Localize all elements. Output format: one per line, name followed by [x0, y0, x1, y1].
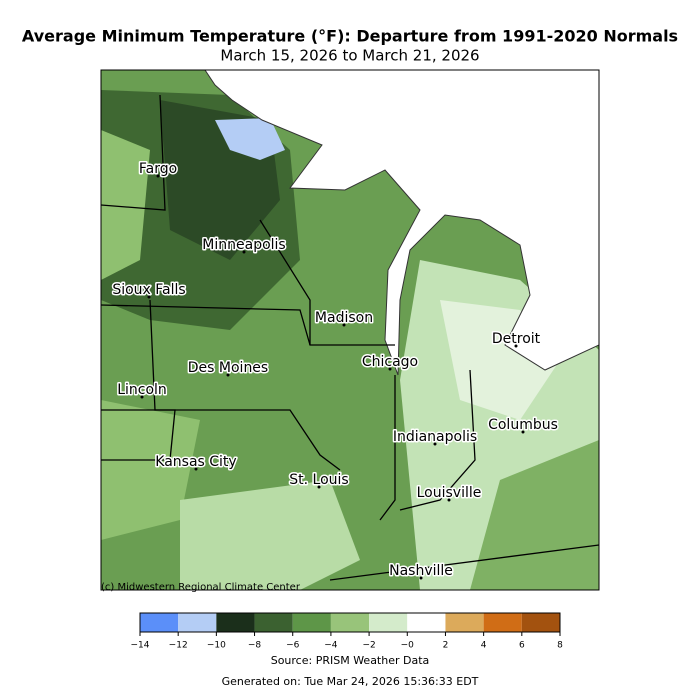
colorbar-tick-label: −12 — [169, 641, 188, 651]
city-dot — [317, 485, 321, 489]
colorbar-tick-label: −4 — [324, 641, 338, 651]
colorbar-tick-label: −10 — [207, 641, 226, 651]
colorbar-tick-label: 8 — [557, 641, 563, 651]
city-label: Fargo — [139, 161, 177, 177]
city-dot — [419, 576, 423, 580]
city-label: Columbus — [488, 417, 558, 433]
region — [470, 440, 599, 590]
city-dot — [388, 367, 392, 371]
colorbar-tick-label: −2 — [362, 641, 375, 651]
colorbar-tick-label: −14 — [131, 641, 150, 651]
state-border — [379, 375, 396, 521]
city-dot — [521, 430, 525, 434]
title: Average Minimum Temperature (°F): Depart… — [22, 27, 678, 46]
colorbar-bin — [330, 613, 370, 632]
colorbar-frame — [139, 612, 561, 633]
city-dot — [147, 295, 151, 299]
colorbar-bin — [140, 613, 179, 632]
colorbar-tick-label: 6 — [519, 641, 525, 651]
state-border — [101, 409, 341, 471]
city-dot — [156, 174, 160, 178]
city-label: Chicago — [362, 354, 418, 370]
colorbar-tick-label: −8 — [248, 641, 262, 651]
city-dot — [140, 395, 144, 399]
city-label: Kansas City — [155, 454, 236, 470]
region — [215, 118, 285, 160]
subtitle: March 15, 2026 to March 21, 2026 — [220, 47, 479, 65]
city-label: Detroit — [492, 331, 541, 347]
city-dot — [194, 467, 198, 471]
state-border — [101, 94, 166, 211]
state-border — [259, 219, 311, 345]
lakes-and-canada — [204, 70, 599, 376]
generated: Generated on: Tue Mar 24, 2026 15:36:33 … — [222, 675, 479, 688]
colorbar-tick-label: −6 — [286, 641, 300, 651]
colorbar-bin — [178, 613, 217, 632]
city-label: Madison — [315, 310, 373, 326]
state-border — [399, 369, 476, 511]
colorbar-bin — [254, 613, 293, 632]
city-dot — [433, 442, 437, 446]
region — [101, 400, 200, 540]
city-dot — [342, 323, 346, 327]
city-label: St. Louis — [289, 472, 348, 488]
city-label: Minneapolis — [202, 237, 285, 253]
city-label: Sioux Falls — [112, 282, 185, 298]
city-label: Louisville — [417, 485, 482, 501]
colorbar-tick-label: 2 — [443, 641, 449, 651]
city-label: Nashville — [389, 563, 453, 579]
colorbar-bin — [369, 613, 408, 632]
colorbar-tick-label: 4 — [481, 641, 487, 651]
credit: (c) Midwestern Regional Climate Center — [101, 582, 301, 593]
colorbar-tick-label: −0 — [401, 641, 415, 651]
region — [180, 480, 360, 590]
city-dot — [226, 373, 230, 377]
colorbar-bin — [521, 613, 560, 632]
city-label: Indianapolis — [393, 429, 477, 445]
colorbar-bin — [445, 613, 484, 632]
colorbar-bin — [483, 613, 522, 632]
state-border — [101, 304, 395, 346]
state-border — [329, 544, 599, 581]
map-frame — [100, 69, 600, 591]
colorbar-bin — [292, 613, 331, 632]
colorbar-bin — [407, 613, 446, 632]
city-label: Lincoln — [117, 382, 167, 398]
region — [101, 130, 150, 280]
city-label: Des Moines — [188, 360, 268, 376]
city-dot — [242, 250, 246, 254]
colorbar-bin — [216, 613, 255, 632]
map: Fargo Minneapolis Sioux Falls Madison Detroi… — [100, 69, 600, 593]
city-dot — [447, 498, 451, 502]
colorbar: −14 −12 −10 −8 −6 −4 −2 −0 2 4 6 8 — [131, 612, 563, 651]
source: Source: PRISM Weather Data — [271, 654, 430, 667]
city-dot — [514, 344, 518, 348]
